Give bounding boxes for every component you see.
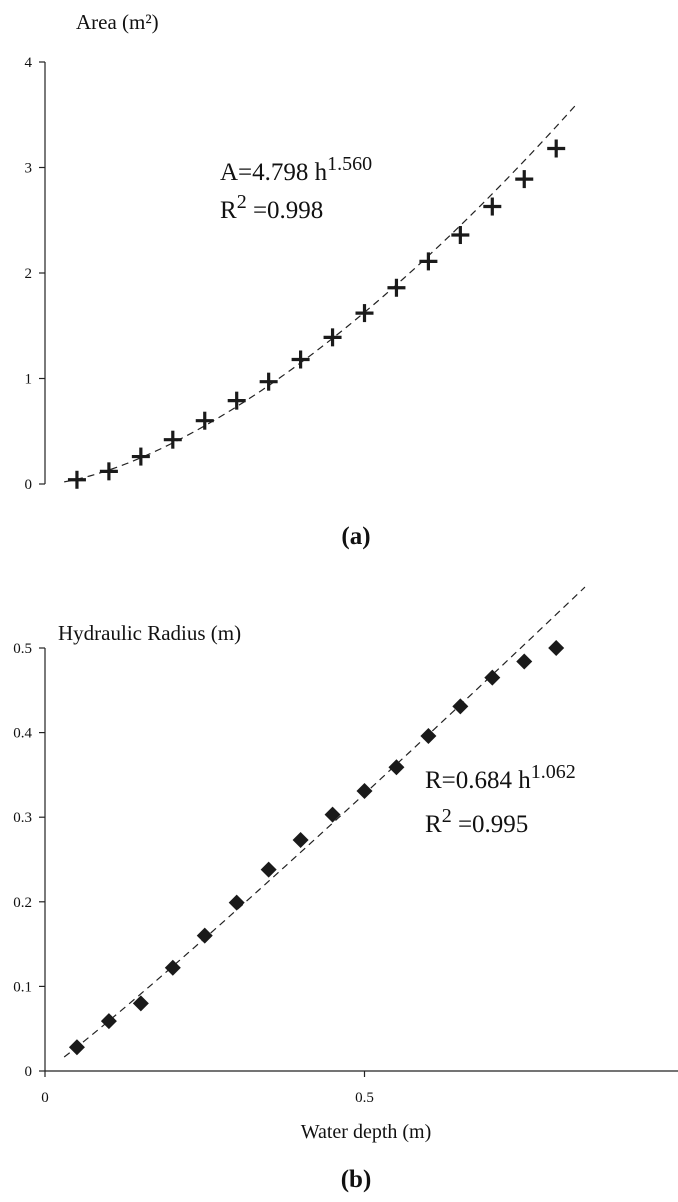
- data-point: [163, 430, 182, 449]
- data-point: [227, 391, 246, 410]
- y-tick-label: 0: [25, 1064, 33, 1080]
- y-tick-label: 0.2: [13, 895, 32, 911]
- data-points-radius: [68, 640, 565, 1056]
- x-ticks-radius: 0 0.5: [41, 1071, 374, 1106]
- x-tick-label: 0: [41, 1090, 49, 1106]
- y-axis-title-radius: Hydraulic Radius (m): [58, 621, 241, 645]
- y-tick-label: 0: [25, 477, 33, 493]
- data-point: [196, 927, 213, 944]
- data-point: [547, 139, 566, 158]
- data-point: [132, 995, 149, 1012]
- equation-line-1-area: A=4.798 h1.560: [220, 153, 372, 186]
- y-tick-label: 0.3: [13, 810, 32, 826]
- y-tick-label: 0.4: [13, 726, 32, 742]
- equation-line-1-radius: R=0.684 h1.062: [425, 761, 576, 794]
- equation-line-2-area: R2 =0.998: [220, 191, 323, 224]
- y-tick-label: 1: [25, 372, 33, 388]
- data-point: [259, 372, 278, 391]
- panel-label-a: (a): [341, 523, 370, 550]
- data-point: [67, 470, 86, 489]
- data-point: [387, 278, 406, 297]
- fit-line-radius: [63, 586, 586, 1058]
- data-point: [131, 447, 150, 466]
- data-point: [260, 861, 277, 878]
- data-point: [451, 226, 470, 245]
- x-axis-title-radius: Water depth (m): [301, 1121, 432, 1143]
- data-point: [99, 462, 118, 481]
- data-point: [292, 832, 309, 849]
- y-ticks-radius: 0 0.1 0.2 0.3 0.4 0.5: [13, 641, 45, 1080]
- data-point: [291, 350, 310, 369]
- data-point: [68, 1039, 85, 1056]
- data-point: [228, 894, 245, 911]
- data-point: [452, 698, 469, 715]
- data-point: [195, 411, 214, 430]
- data-point: [484, 669, 501, 686]
- data-point: [324, 806, 341, 823]
- y-tick-label: 0.5: [13, 641, 32, 657]
- data-point: [419, 252, 438, 271]
- data-point: [355, 304, 374, 323]
- data-point: [164, 959, 181, 976]
- data-point: [420, 727, 437, 744]
- data-point: [515, 170, 534, 189]
- y-tick-label: 0.1: [13, 979, 32, 995]
- chart-area-panel: Area (m²) 0 1 2 3 4 A=4.798 h1.560 R2 =0.998…: [25, 10, 576, 550]
- panel-label-b: (b): [341, 1166, 372, 1193]
- y-axis-title-area: Area (m²): [76, 10, 159, 34]
- y-tick-label: 4: [25, 55, 33, 71]
- x-tick-label: 0.5: [355, 1090, 374, 1106]
- equation-line-2-radius: R2 =0.995: [425, 805, 528, 838]
- data-point: [356, 782, 373, 799]
- data-point: [483, 197, 502, 216]
- data-points-area: [67, 139, 566, 489]
- y-tick-label: 3: [25, 161, 33, 177]
- data-point: [323, 328, 342, 347]
- y-tick-label: 2: [25, 266, 33, 282]
- data-point: [100, 1013, 117, 1030]
- y-ticks-area: 0 1 2 3 4: [25, 55, 45, 493]
- data-point: [388, 759, 405, 776]
- data-point: [516, 653, 533, 670]
- data-point: [548, 640, 565, 656]
- fit-line-area: [64, 105, 576, 483]
